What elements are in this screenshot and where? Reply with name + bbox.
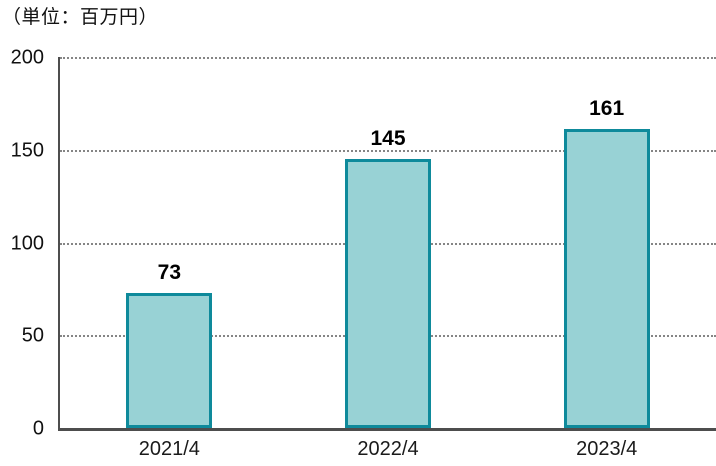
y-tick-label: 150 (10, 139, 44, 162)
y-tick-label: 50 (21, 324, 44, 347)
bar-2022/4 (345, 159, 431, 428)
plot-area: 73 145 161 (58, 57, 716, 431)
unit-label: （単位：百万円） (2, 7, 159, 28)
y-tick-label: 200 (10, 46, 44, 69)
x-tick-label: 2021/4 (138, 438, 200, 460)
bar-value-label: 73 (157, 260, 182, 284)
y-tick-label: 100 (10, 232, 44, 254)
y-tick-label: 0 (32, 417, 44, 440)
gridline (60, 57, 716, 59)
gridline (60, 149, 716, 152)
x-tick-label: 2023/4 (576, 438, 638, 460)
bar-2023/4 (563, 129, 650, 428)
x-tick-label: 2022/4 (357, 438, 419, 460)
bar-value-label: 161 (589, 97, 625, 121)
bar-2021/4 (126, 292, 213, 428)
bar-value-label: 145 (370, 127, 406, 151)
